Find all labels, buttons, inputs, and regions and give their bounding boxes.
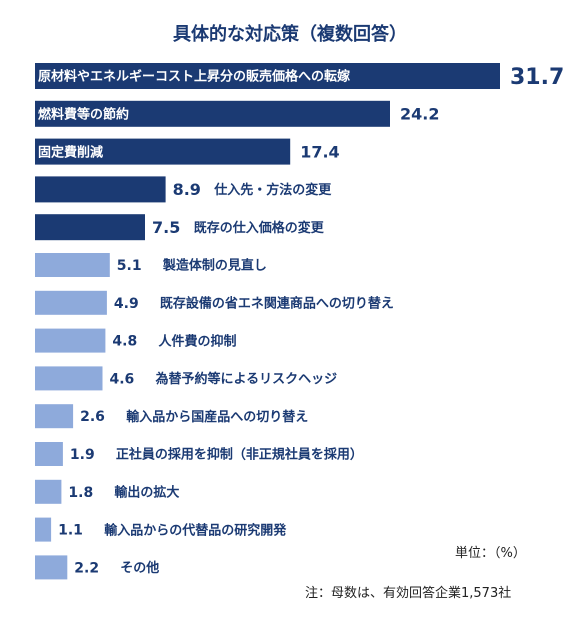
category-label: 正社員の採用を抑制（非正規社員を採用）: [116, 447, 363, 463]
category-label: 輸入品から国産品への切り替え: [126, 409, 308, 425]
category-label: 既存設備の省エネ関連商品への切り替え: [160, 296, 394, 312]
value-label: 17.4: [300, 142, 339, 161]
bar: [35, 290, 107, 315]
value-label: 2.6: [80, 409, 105, 425]
category-label: 輸入品からの代替品の研究開発: [104, 522, 287, 538]
value-label: 4.9: [114, 296, 139, 312]
bar: [35, 442, 63, 466]
value-label: 5.1: [117, 258, 142, 274]
bar: [35, 517, 52, 542]
value-label: 7.5: [152, 218, 180, 237]
category-label: 仕入先・方法の変更: [213, 182, 332, 198]
base-note: 注：母数は、有効回答企業1,573社: [305, 586, 512, 601]
value-label: 1.1: [58, 523, 83, 539]
bar: [35, 328, 106, 353]
category-label: その他: [120, 560, 159, 576]
category-label: 輸出の拡大: [114, 485, 179, 501]
bar: [35, 138, 291, 165]
bar: [35, 214, 145, 241]
bar: [35, 555, 68, 580]
value-label: 1.8: [68, 485, 93, 501]
bar: [35, 63, 500, 89]
bar: [35, 176, 166, 203]
bar: [35, 100, 390, 127]
bar: [35, 253, 110, 277]
category-label: 原材料やエネルギーコスト上昇分の販売価格への転嫁: [38, 69, 350, 85]
value-label: 24.2: [400, 105, 439, 124]
bar: [35, 366, 103, 391]
category-label: 燃料費等の節約: [38, 107, 129, 123]
value-label: 8.9: [173, 180, 201, 199]
category-label: 為替予約等によるリスクヘッジ: [156, 371, 338, 387]
bar: [35, 404, 74, 429]
value-label: 31.7: [510, 65, 564, 90]
chart-title: 具体的な対応策（複数回答）: [173, 24, 407, 45]
value-label: 1.9: [70, 447, 95, 463]
category-label: 固定費削減: [38, 144, 103, 160]
bar: [35, 479, 62, 504]
category-label: 製造体制の見直し: [162, 258, 267, 274]
category-label: 人件費の抑制: [159, 333, 237, 349]
category-label: 既存の仕入価格の変更: [194, 220, 325, 236]
value-label: 4.6: [110, 371, 135, 387]
value-label: 4.8: [112, 334, 137, 350]
value-label: 2.2: [74, 560, 99, 576]
unit-note: 単位：（%）: [455, 546, 526, 561]
